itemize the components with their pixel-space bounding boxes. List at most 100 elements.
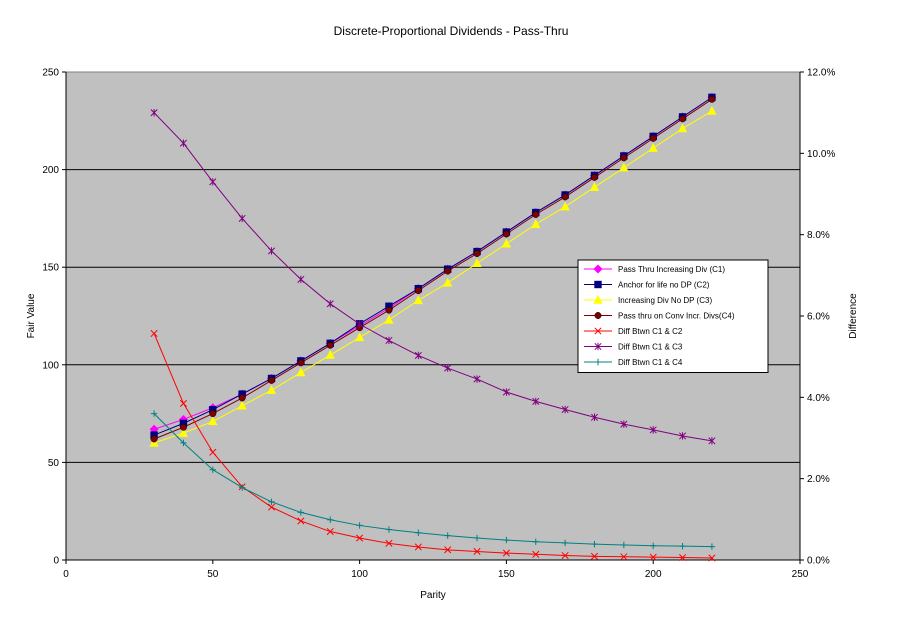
data-point [532,211,540,218]
y-tick-label: 0 [53,556,59,567]
legend-label: Pass Thru Increasing Div (C1) [618,265,725,274]
data-point [208,416,218,426]
data-point [385,526,393,533]
data-point [648,143,658,152]
data-point [297,517,305,525]
data-point [444,267,452,275]
data-point [677,123,688,133]
data-point [501,238,512,248]
data-point [620,420,628,428]
data-point [326,341,334,349]
legend-label: Anchor for life no DP (C2) [618,281,710,290]
data-point [560,201,570,211]
data-point [297,509,305,516]
y2-tick-label: 12.0% [807,68,835,79]
series-line [153,110,713,444]
series-line [153,112,713,442]
legend-label: Diff Btwn C1 & C2 [618,327,683,336]
data-point [561,551,569,560]
x-tick-label: 250 [792,569,809,580]
data-point [415,529,422,536]
data-point [356,534,364,542]
data-point [150,410,158,417]
data-point [649,553,657,561]
data-point [473,534,481,542]
data-point [178,428,189,437]
series-line [153,96,713,436]
data-point [620,553,628,561]
data-point [591,173,598,181]
x-axis-ticks: 0 50 100 150 200 250 [63,560,809,580]
legend-entry: Anchor for life no DP (C2) [584,281,710,290]
data-point [679,115,687,123]
legend-marker [594,280,602,289]
data-point [179,423,187,431]
data-point [209,466,216,473]
data-point [620,541,628,549]
data-point [561,539,569,547]
data-point [238,484,246,491]
y-tick-label: 200 [42,165,59,176]
data-point [414,543,422,551]
x-tick-label: 50 [207,569,219,580]
data-point [179,139,187,147]
data-point [267,503,276,511]
data-point [356,522,363,529]
data-point [503,536,510,544]
legend-marker [593,294,603,304]
x-tick-label: 0 [63,569,69,580]
series-4 [150,95,716,443]
data-point [414,351,422,360]
legend-marker [594,312,602,319]
data-point [150,329,158,338]
data-point [385,306,393,314]
y-axis-ticks: 0 50 100 150 200 250 [42,68,66,567]
y2-tick-label: 0.0% [807,556,830,567]
legend-box [577,259,769,373]
data-point [179,399,187,407]
series-line [153,98,713,440]
legend-entry: Pass thru on Conv Incr. Divs(C4) [584,312,735,321]
legend-marker [594,327,602,335]
data-point [620,154,628,162]
data-point [356,320,364,328]
data-point [590,552,599,560]
data-point [590,413,599,421]
data-point [238,214,246,223]
data-point [268,376,275,384]
data-point [238,394,246,402]
data-point [650,542,657,549]
data-point [649,426,657,434]
legend: Pass Thru Increasing Div (C1) Anchor for … [577,259,769,373]
data-point [327,516,334,523]
series-group [149,92,717,562]
data-point [296,367,306,377]
data-point [589,182,600,191]
data-point [708,543,716,550]
data-point [209,178,217,186]
data-point [150,108,158,117]
legend-entry: Diff Btwn C1 & C4 [584,358,683,367]
data-point [473,375,481,383]
series-line [153,413,712,548]
data-point [444,532,451,539]
data-point [708,554,716,562]
data-point [532,397,540,406]
legend-label: Diff Btwn C1 & C3 [618,343,683,352]
legend-label: Increasing Div No DP (C3) [618,296,712,305]
series-3 [149,105,717,447]
chart-title: Discrete-Proportional Dividends - Pass-T… [334,24,569,38]
y2-tick-label: 4.0% [807,393,830,404]
data-point [561,193,569,201]
data-point [385,539,393,547]
data-point [266,385,277,394]
data-point [149,437,159,447]
y2-tick-label: 6.0% [807,312,830,323]
y2-tick-label: 8.0% [807,230,830,241]
y2-axis-label: Difference [848,293,859,339]
y2-tick-label: 10.0% [807,149,835,160]
data-point [708,437,716,445]
y-tick-label: 50 [48,458,60,469]
legend-entry: Diff Btwn C1 & C2 [584,327,683,336]
